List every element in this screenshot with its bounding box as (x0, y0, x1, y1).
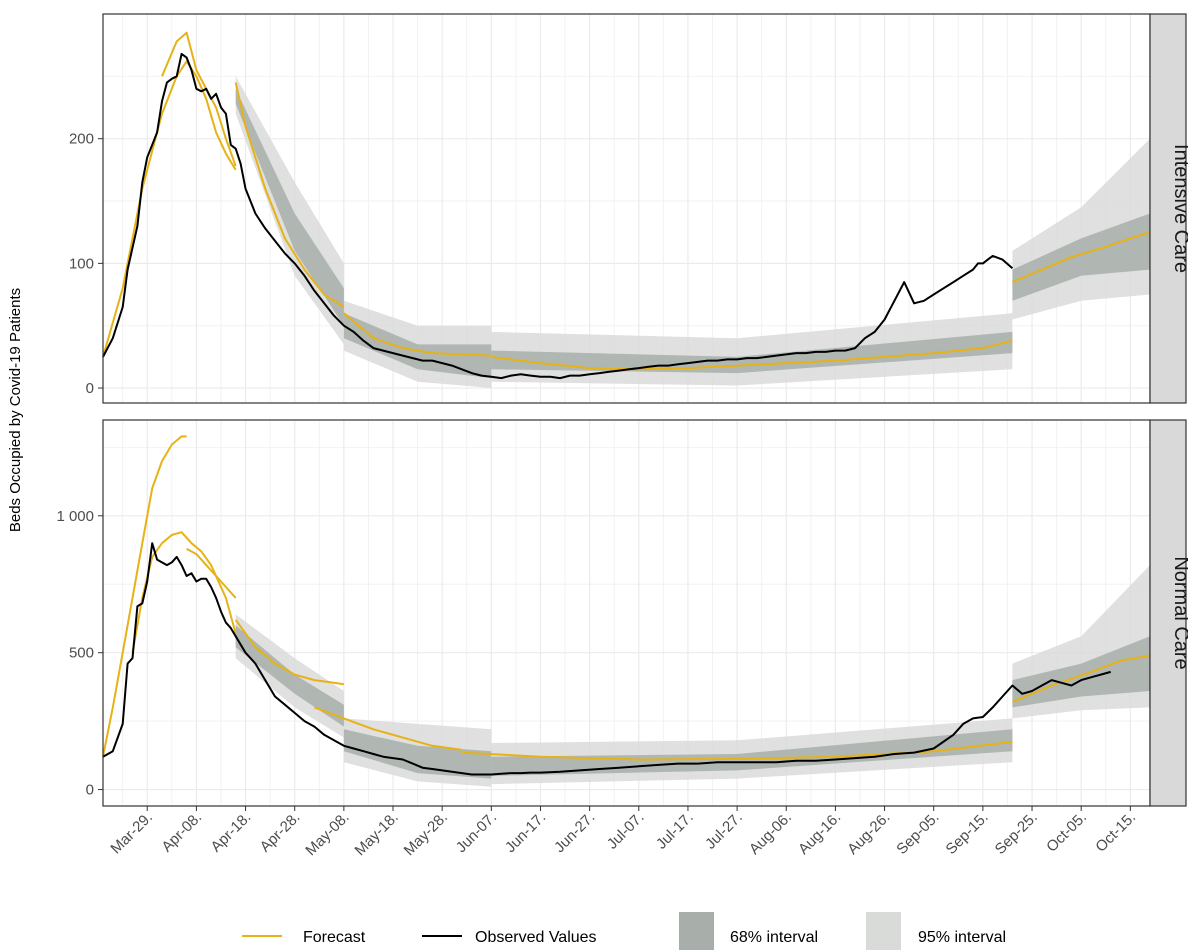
forecast-line (102, 435, 187, 757)
y-tick-label: 500 (69, 645, 94, 662)
x-tick-label: Apr-28. (257, 809, 304, 856)
x-tick-label: Jul-17. (653, 809, 697, 853)
x-tick-label: Apr-18. (208, 809, 255, 856)
legend-ci68-label: 68% interval (730, 929, 818, 946)
x-tick-label: Aug-16. (795, 809, 844, 858)
forecast-line (186, 547, 237, 599)
interval-68-band (491, 729, 1013, 776)
panels-layer: 0 100 200 Intensive Care 0 500 1 000 Normal Car… (56, 13, 1188, 807)
legend: Forecast Observed Values 68% interval 95… (242, 912, 1006, 950)
forecast-line (343, 312, 492, 357)
forecast-line (314, 706, 462, 751)
interval-68-band (235, 625, 344, 727)
facet-strip (1149, 419, 1187, 807)
x-tick-label: Jun-07. (453, 809, 500, 856)
observed-line (102, 52, 1014, 380)
y-tick-label: 0 (86, 380, 94, 397)
x-tick-label: Aug-26. (844, 809, 893, 858)
x-tick-label: Oct-15. (1092, 809, 1139, 856)
facet-strip (1149, 13, 1187, 404)
interval-68-band (343, 313, 492, 379)
panel-normal-care: 0 500 1 000 Normal Care (56, 419, 1188, 807)
x-tick-label: May-08. (302, 809, 352, 859)
facet-strip-label: Normal Care (1170, 556, 1188, 669)
legend-ci95-label: 95% interval (918, 929, 1006, 946)
facet-strip-label: Intensive Care (1170, 144, 1188, 273)
x-tick-label: Mar-29. (107, 809, 156, 858)
legend-ci68-swatch (679, 912, 714, 950)
x-tick-label: Apr-08. (158, 809, 205, 856)
forecast-line (1012, 231, 1151, 284)
interval-68-band (1012, 636, 1150, 708)
panel-intensive-care: 0 100 200 Intensive Care (69, 13, 1188, 404)
legend-observed-label: Observed Values (475, 929, 597, 946)
observed-line (102, 542, 1111, 776)
forecast-line (234, 82, 345, 308)
x-tick-label: Jun-27. (551, 809, 598, 856)
x-tick-label: May-28. (401, 809, 451, 859)
y-tick-label: 1 000 (56, 508, 94, 525)
x-tick-label: Jul-27. (702, 809, 746, 853)
y-tick-label: 100 (69, 255, 94, 272)
x-axis: Mar-29. Apr-08. Apr-18. Apr-28.May-08.May-1… (107, 806, 1139, 859)
forecast-line (161, 31, 237, 167)
forecast-line (102, 60, 237, 358)
x-tick-label: Jul-07. (604, 809, 648, 853)
forecast-line (1012, 654, 1151, 703)
x-tick-label: Jun-17. (502, 809, 549, 856)
x-tick-label: Sep-25. (992, 809, 1041, 858)
x-tick-label: Aug-06. (746, 809, 795, 858)
x-tick-label: May-18. (352, 809, 402, 859)
y-tick-label: 0 (86, 782, 94, 799)
y-axis-label: Beds Occupied by Covid-19 Patients (7, 288, 24, 532)
y-tick-label: 200 (69, 131, 94, 148)
interval-68-band (1012, 213, 1150, 301)
x-tick-label: Oct-05. (1043, 809, 1090, 856)
x-tick-label: Sep-05. (893, 809, 942, 858)
interval-68-band (235, 88, 344, 326)
forecast-line (461, 740, 1013, 761)
legend-ci95-swatch (866, 912, 901, 950)
interval-68-band (343, 729, 492, 779)
forecast-line (234, 619, 345, 686)
forecast-line (491, 339, 1013, 371)
interval-68-band (491, 331, 1013, 374)
legend-forecast-label: Forecast (303, 929, 366, 946)
x-tick-label: Sep-15. (943, 809, 992, 858)
